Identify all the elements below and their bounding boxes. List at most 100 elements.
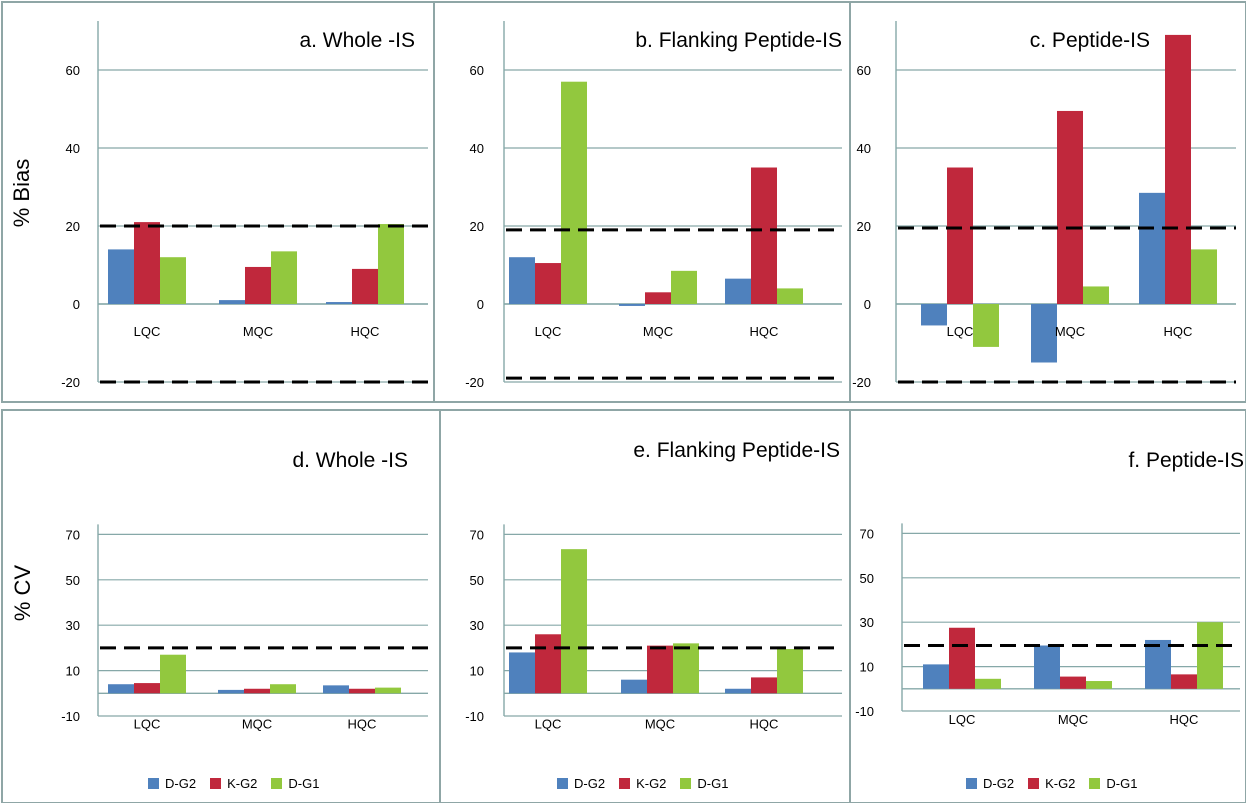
bar-k-g2-hqc (1171, 674, 1197, 689)
bar-d-g1-hqc (1197, 622, 1223, 689)
bar-d-g2-lqc (921, 304, 947, 326)
bar-d-g1-lqc (160, 257, 186, 304)
panel-frame-2 (849, 1, 1246, 403)
bar-k-g2-lqc (947, 167, 973, 304)
y-tick-label: 0 (864, 297, 871, 312)
y-tick-label: 60 (857, 63, 871, 78)
panel-frame-5 (849, 409, 1246, 803)
bar-k-g2-mqc (647, 645, 673, 694)
legend-swatch (680, 778, 692, 789)
bar-k-g2-mqc (645, 292, 671, 304)
bar-d-g1-mqc (1083, 286, 1109, 304)
bar-d-g2-mqc (619, 304, 645, 306)
bar-d-g1-mqc (671, 270, 697, 304)
bar-d-g1-lqc (561, 81, 587, 304)
bar-k-g2-hqc (352, 268, 378, 304)
legend-label: D-G2 (574, 776, 606, 791)
chart-title: b. Flanking Peptide-IS (635, 29, 842, 52)
y-tick-label: -20 (852, 375, 871, 390)
y-tick-label: 10 (860, 660, 874, 675)
category-label: MQC (242, 716, 272, 731)
legend-item: D-G2 (966, 776, 1014, 791)
y-tick-label: 40 (66, 141, 80, 156)
chart-title: e. Flanking Peptide-IS (633, 439, 840, 462)
category-label: LQC (134, 716, 161, 731)
bar-d-g2-lqc (509, 652, 535, 694)
bar-d-g2-mqc (621, 679, 647, 694)
category-label: LQC (947, 324, 974, 339)
bar-d-g2-hqc (725, 278, 751, 304)
bar-d-g1-hqc (777, 288, 803, 304)
category-label: HQC (348, 716, 377, 731)
bar-d-g1-hqc (375, 687, 401, 694)
bar-d-g1-lqc (160, 654, 186, 694)
y-tick-label: 0 (73, 297, 80, 312)
category-label: HQC (351, 324, 380, 339)
bar-d-g1-hqc (378, 224, 404, 304)
bar-d-g1-mqc (271, 251, 297, 304)
y-tick-label: 20 (66, 219, 80, 234)
legend-label: D-G1 (288, 776, 320, 791)
legend-f: D-G2 K-G2 D-G1 (966, 776, 1151, 791)
legend-item: D-G2 (557, 776, 605, 791)
bar-k-g2-hqc (1165, 34, 1191, 305)
legend-label: K-G2 (1045, 776, 1076, 791)
legend-label: D-G2 (165, 776, 197, 791)
y-tick-label: -10 (855, 704, 874, 719)
bar-k-g2-lqc (949, 627, 975, 689)
chart-title: f. Peptide-IS (1128, 449, 1244, 472)
y-tick-label: 60 (470, 63, 484, 78)
y-tick-label: 70 (860, 526, 874, 541)
y-tick-label: 70 (66, 527, 80, 542)
legend-item: D-G1 (1089, 776, 1137, 791)
category-label: MQC (1055, 324, 1085, 339)
category-label: MQC (243, 324, 273, 339)
bar-d-g1-lqc (973, 304, 999, 347)
y-tick-label: 40 (857, 141, 871, 156)
legend-item: D-G1 (271, 776, 319, 791)
y-tick-label: 40 (470, 141, 484, 156)
chart-title: a. Whole -IS (299, 29, 415, 52)
bar-d-g2-mqc (1034, 645, 1060, 689)
bar-d-g2-mqc (218, 689, 244, 694)
bar-k-g2-mqc (244, 688, 270, 694)
legend-item: K-G2 (210, 776, 257, 791)
legend-label: D-G1 (1106, 776, 1138, 791)
category-label: MQC (1058, 712, 1088, 727)
bar-k-g2-lqc (535, 263, 561, 304)
bar-d-g1-lqc (561, 549, 587, 694)
legend-item: K-G2 (619, 776, 666, 791)
bar-k-g2-lqc (134, 222, 160, 304)
legend-item: D-G2 (148, 776, 196, 791)
bar-d-g1-hqc (777, 649, 803, 694)
bar-d-g2-hqc (326, 302, 352, 304)
category-label: HQC (750, 716, 779, 731)
bar-d-g2-hqc (323, 685, 349, 694)
category-label: LQC (535, 716, 562, 731)
y-tick-label: 30 (66, 618, 80, 633)
y-axis-label-bias: % Bias (9, 158, 34, 228)
y-tick-label: 10 (470, 664, 484, 679)
y-tick-label: -10 (61, 709, 80, 724)
legend-label: K-G2 (636, 776, 667, 791)
legend-swatch (557, 778, 568, 789)
chart-title: d. Whole -IS (292, 449, 408, 472)
category-label: LQC (535, 324, 562, 339)
bar-k-g2-lqc (535, 634, 561, 694)
bar-d-g1-mqc (673, 643, 699, 694)
bar-k-g2-mqc (1060, 676, 1086, 689)
y-tick-label: 0 (477, 297, 484, 312)
legend-item: D-G1 (680, 776, 728, 791)
category-label: MQC (643, 324, 673, 339)
bar-k-g2-hqc (751, 677, 777, 694)
legend-label: K-G2 (227, 776, 258, 791)
bar-k-g2-lqc (134, 683, 160, 694)
bar-d-g2-lqc (108, 249, 134, 304)
y-tick-label: 20 (857, 219, 871, 234)
y-axis-label-cv: % CV (10, 564, 35, 622)
y-tick-label: 50 (860, 571, 874, 586)
bar-k-g2-hqc (349, 688, 375, 694)
chart-title: c. Peptide-IS (1030, 29, 1150, 52)
y-tick-label: 30 (470, 618, 484, 633)
